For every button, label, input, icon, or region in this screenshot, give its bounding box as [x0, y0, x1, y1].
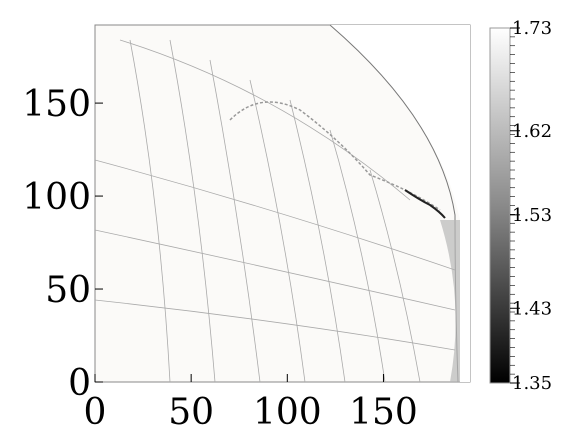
x-tick-label: 150 — [349, 392, 418, 430]
interface — [404, 189, 446, 219]
shock-layer — [440, 220, 460, 382]
field — [94, 24, 471, 383]
y-tick-label: 150 — [22, 84, 91, 125]
y-tick-label: 50 — [45, 270, 91, 311]
colorbar — [489, 27, 511, 384]
x-tick-label: 50 — [168, 392, 214, 430]
colorbar-tick-label: 1.35 — [512, 373, 552, 394]
colorbar-tick-label: 1.53 — [512, 205, 552, 226]
y-tick-label: 100 — [22, 177, 91, 218]
x-tick-label: 100 — [253, 392, 322, 430]
y-tick-label: 0 — [68, 363, 91, 404]
background — [330, 25, 470, 382]
wave-lines — [94, 39, 456, 383]
vortex-layer — [229, 101, 441, 211]
colorbar-tick-label: 1.43 — [512, 298, 552, 319]
colorbar-tick-label: 1.62 — [512, 121, 552, 142]
x-tick-label: 0 — [84, 392, 107, 430]
colorbar-tick-label: 1.73 — [512, 18, 552, 39]
